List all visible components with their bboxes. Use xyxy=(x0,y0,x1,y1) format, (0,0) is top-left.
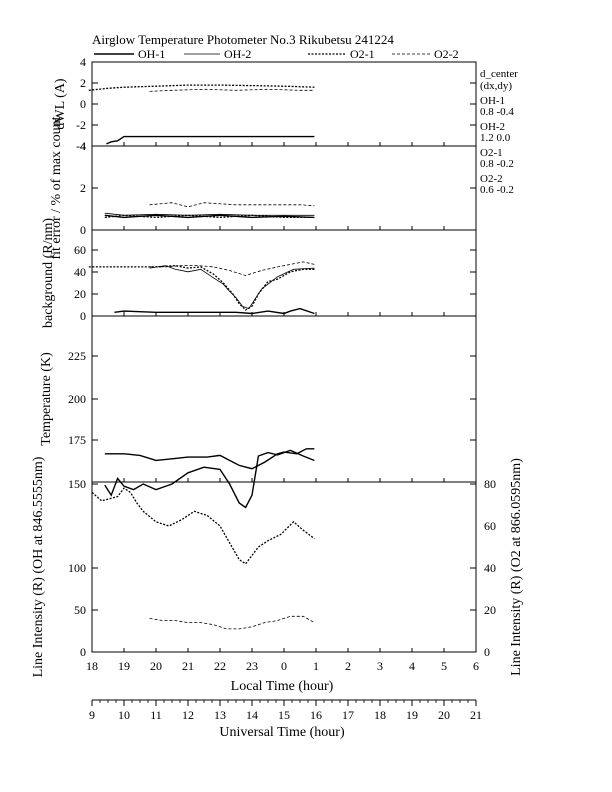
side-info-line: 0.6 -0.2 xyxy=(480,184,514,196)
series-oh-1-line xyxy=(106,135,315,145)
x-ut-tick-label: 17 xyxy=(342,708,354,722)
series-oh-2-line xyxy=(104,212,315,216)
y-tick-label: 0 xyxy=(80,645,86,659)
y-tick-label: 200 xyxy=(68,392,86,406)
x-ut-tick-label: 18 xyxy=(374,708,386,722)
x-local-tick-label: 23 xyxy=(246,659,258,673)
y2-tick-label: 20 xyxy=(484,603,496,617)
series-o2-2-line xyxy=(149,88,315,92)
x-ut-tick-label: 11 xyxy=(150,708,162,722)
x-ut-tick-label: 20 xyxy=(438,708,450,722)
side-info-line: d_center xyxy=(480,68,518,80)
panel-frame-background xyxy=(91,229,477,317)
y-tick-label: 4 xyxy=(80,139,86,153)
figure-title: Airglow Temperature Photometer No.3 Riku… xyxy=(92,32,394,47)
y2-tick-label: 80 xyxy=(484,477,496,491)
side-info: d_center (dx,dy) OH-1 0.8 -0.4 OH-2 1.2 … xyxy=(480,68,518,196)
y-tick-label: 0 xyxy=(80,309,86,323)
x-axis-label-local: Local Time (hour) xyxy=(231,679,334,694)
x-local-tick-label: 20 xyxy=(150,659,162,673)
y-tick-label: 225 xyxy=(68,349,86,363)
y-tick-label: 20 xyxy=(74,287,86,301)
panel-frame-temperature xyxy=(91,315,477,483)
x-local-tick-label: 19 xyxy=(118,659,130,673)
series-layer xyxy=(88,84,315,630)
series-o2-1-line xyxy=(91,487,315,565)
legend: OH-1 OH-2 O2-1 O2-2 xyxy=(94,47,459,61)
x-local-tick-label: 6 xyxy=(473,659,479,673)
series-oh-1-line xyxy=(114,307,315,315)
x-axis-label-ut: Universal Time (hour) xyxy=(219,725,345,740)
y-tick-label: 100 xyxy=(68,561,86,575)
y-label-background: background (R/nm) xyxy=(41,218,56,328)
y2-tick-label: 40 xyxy=(484,561,496,575)
x-ut-tick-label: 14 xyxy=(246,708,258,722)
x-ut-tick-label: 9 xyxy=(89,708,95,722)
x-local-tick-label: 1 xyxy=(313,659,319,673)
y2-tick-label: 0 xyxy=(484,645,490,659)
y-tick-label: 0 xyxy=(80,223,86,237)
side-info-line: (dx,dy) xyxy=(480,80,512,92)
y-label-intensity-oh: Line Intensity (R) (OH at 846.5555nm) xyxy=(31,456,46,677)
x-local-tick-label: 0 xyxy=(281,659,287,673)
side-info-line: OH-1 xyxy=(480,95,505,107)
y-tick-label: 60 xyxy=(74,243,86,257)
y-tick-label: 2 xyxy=(80,181,86,195)
x-local-tick-label: 22 xyxy=(214,659,226,673)
series-o2-2-line xyxy=(149,202,315,208)
y-tick-label: 4 xyxy=(80,55,86,69)
x-ut-tick-label: 12 xyxy=(182,708,194,722)
series-oh-1-line xyxy=(104,449,315,509)
series-oh-2-line xyxy=(149,265,315,310)
series-o2-1-line xyxy=(104,214,315,219)
legend-label-oh2: OH-2 xyxy=(224,47,251,61)
legend-label-o22: O2-2 xyxy=(434,47,459,61)
y2-tick-label: 60 xyxy=(484,519,496,533)
y-tick-label: -4 xyxy=(76,139,86,153)
x-ut-tick-label: 19 xyxy=(406,708,418,722)
x-ut-tick-label: 16 xyxy=(310,708,322,722)
y-tick-label: 150 xyxy=(68,477,86,491)
y2-label-intensity-o2: Line Intensity (R) (O2 at 866.0595nm) xyxy=(509,458,524,676)
y-label-dwl: dWL (A) xyxy=(53,78,68,130)
series-o2-2-line xyxy=(149,261,315,276)
y-tick-label: 40 xyxy=(74,265,86,279)
y-tick-label: 50 xyxy=(74,603,86,617)
x-local-tick-label: 4 xyxy=(409,659,415,673)
side-info-line: 1.2 0.0 xyxy=(480,132,511,144)
y-tick-label: 0 xyxy=(80,97,86,111)
x-ut-tick-label: 10 xyxy=(118,708,130,722)
x-ut-tick-label: 13 xyxy=(214,708,226,722)
panel-frame-dwl xyxy=(91,61,477,147)
legend-label-o21: O2-1 xyxy=(350,47,375,61)
y-tick-label: -2 xyxy=(76,118,86,132)
side-info-line: OH-2 xyxy=(480,121,505,133)
x-local-tick-label: 2 xyxy=(345,659,351,673)
x-ut-tick-label: 21 xyxy=(470,708,482,722)
y-tick-label: 2 xyxy=(80,76,86,90)
side-info-line: O2-1 xyxy=(480,147,503,159)
x-local-tick-label: 18 xyxy=(86,659,98,673)
x-ut-tick-label: 15 xyxy=(278,708,290,722)
y-tick-label: 175 xyxy=(68,433,86,447)
panel-frame-intensity xyxy=(91,481,477,653)
series-o2-1-line xyxy=(88,84,315,91)
y-label-temperature: Temperature (K) xyxy=(39,352,54,446)
x-local-tick-label: 3 xyxy=(377,659,383,673)
x-local-tick-label: 21 xyxy=(182,659,194,673)
x-local-tick-label: 5 xyxy=(441,659,447,673)
y-label-fit-error: fit error / % of max count xyxy=(49,116,64,259)
tick-layer: 420-2-4420604020022520017515010050080604… xyxy=(68,55,496,722)
series-o2-2-line xyxy=(149,615,315,630)
side-info-line: 0.8 -0.4 xyxy=(480,106,514,118)
side-info-line: O2-2 xyxy=(480,173,503,185)
side-info-line: 0.8 -0.2 xyxy=(480,158,514,170)
legend-label-oh1: OH-1 xyxy=(138,47,165,61)
series-o2-1-line xyxy=(88,264,315,311)
series-oh-line xyxy=(104,448,315,470)
